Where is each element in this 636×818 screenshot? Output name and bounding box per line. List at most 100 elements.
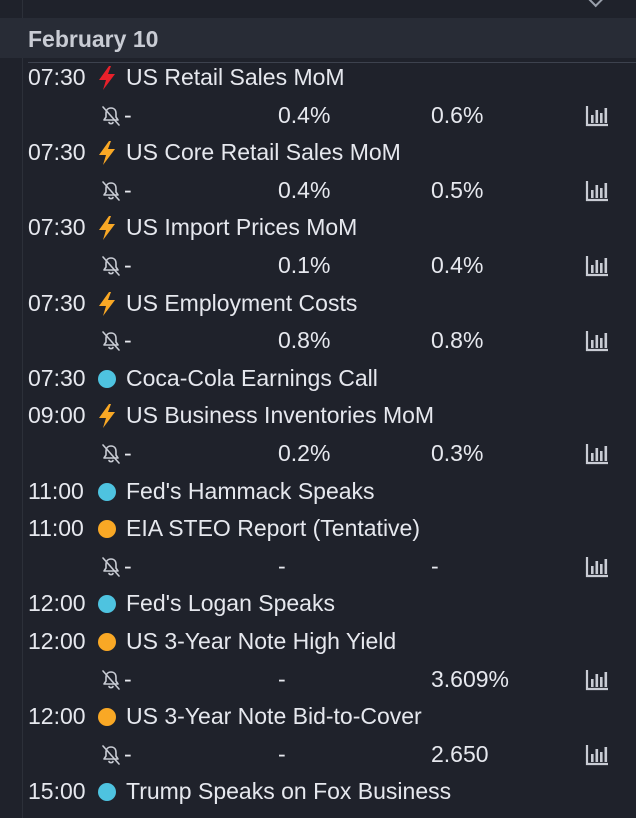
event-title[interactable]: Trump Speaks on Fox Business — [126, 778, 452, 805]
previous-value: - — [431, 552, 439, 579]
event-time: 12:00 — [28, 590, 86, 617]
event-time: 07:30 — [28, 364, 86, 391]
bell-off-icon — [102, 556, 120, 577]
event-data-row: - 0.4% 0.6% — [0, 98, 636, 135]
alert-toggle[interactable] — [100, 105, 122, 127]
chart-button[interactable] — [584, 743, 610, 767]
lightning-bolt-icon — [99, 216, 115, 241]
event-time: 07:30 — [28, 289, 86, 316]
importance-medium-icon — [96, 291, 118, 317]
bell-off-icon — [102, 256, 120, 276]
actual-value: - — [124, 252, 132, 278]
lightning-bolt-icon — [99, 141, 115, 166]
circle-dot-icon — [98, 595, 116, 614]
event-data-row: - 0.8% 0.8% — [0, 323, 636, 360]
bell-off-icon — [102, 744, 120, 765]
event-title[interactable]: Fed's Hammack Speaks — [126, 477, 375, 504]
event-data-row: - - 3.609% — [0, 662, 636, 699]
circle-dot-icon — [98, 708, 116, 727]
event-row[interactable]: 07:30 US Core Retail Sales MoM — [0, 135, 636, 172]
event-row[interactable]: 07:30 US Import Prices MoM — [0, 210, 636, 247]
event-row[interactable]: 15:00 Trump Speaks on Fox Business — [0, 774, 636, 811]
alert-toggle[interactable] — [100, 556, 122, 578]
circle-dot-icon — [98, 783, 116, 802]
bar-chart-icon — [585, 105, 608, 126]
actual-value: - — [124, 176, 132, 203]
forecast-value: 0.4% — [278, 176, 331, 203]
bar-chart-icon — [585, 256, 608, 277]
event-title[interactable]: US Retail Sales MoM — [126, 64, 345, 90]
alert-toggle[interactable] — [100, 180, 122, 202]
alert-toggle[interactable] — [100, 669, 122, 691]
bar-chart-icon — [585, 180, 608, 201]
event-title[interactable]: Fed's Logan Speaks — [126, 590, 335, 617]
event-title[interactable]: US 3-Year Note Bid-to-Cover — [126, 703, 422, 730]
event-time: 15:00 — [28, 778, 86, 805]
event-data-row: - 0.1% 0.4% — [0, 248, 636, 285]
chart-button[interactable] — [584, 254, 610, 278]
event-row[interactable]: 07:30 US Retail Sales MoM — [0, 60, 636, 97]
previous-value: 0.3% — [431, 440, 484, 466]
event-time: 07:30 — [28, 214, 86, 241]
event-row[interactable]: 11:00 EIA STEO Report (Tentative) — [0, 511, 636, 548]
forecast-value: 0.8% — [278, 327, 331, 354]
event-row[interactable]: 12:00 US 3-Year Note Bid-to-Cover — [0, 699, 636, 736]
event-row[interactable]: 12:00 Fed's Logan Speaks — [0, 586, 636, 623]
previous-value: 2.650 — [431, 740, 489, 767]
chart-button[interactable] — [584, 104, 610, 128]
bell-off-icon — [102, 180, 120, 201]
event-title[interactable]: EIA STEO Report (Tentative) — [126, 515, 421, 542]
event-row[interactable]: 09:00 US Business Inventories MoM — [0, 398, 636, 435]
date-title: February 10 — [28, 26, 159, 52]
alert-toggle[interactable] — [100, 443, 122, 465]
lightning-bolt-icon — [99, 66, 115, 90]
previous-value: 0.8% — [431, 327, 484, 354]
actual-value: - — [124, 552, 132, 579]
circle-dot-icon — [98, 482, 116, 501]
bell-off-icon — [102, 669, 120, 690]
bell-off-icon — [102, 444, 120, 464]
circle-dot-icon — [98, 633, 116, 651]
forecast-value: - — [278, 740, 286, 767]
event-data-row: - 0.2% 0.3% — [0, 436, 636, 473]
event-title[interactable]: Coca-Cola Earnings Call — [126, 364, 378, 391]
actual-value: - — [124, 740, 132, 767]
bar-chart-icon — [585, 744, 608, 765]
forecast-value: 0.1% — [278, 252, 331, 278]
event-title[interactable]: US Employment Costs — [126, 289, 358, 316]
event-title[interactable]: US Core Retail Sales MoM — [126, 139, 401, 166]
actual-value: - — [124, 101, 132, 128]
alert-toggle[interactable] — [100, 255, 122, 277]
actual-value: - — [124, 327, 132, 354]
left-border — [22, 0, 23, 818]
lightning-bolt-icon — [99, 404, 115, 429]
circle-dot-icon — [98, 369, 116, 388]
alert-toggle[interactable] — [100, 330, 122, 352]
importance-medium-icon — [96, 140, 118, 166]
event-row[interactable]: 07:30 US Employment Costs — [0, 286, 636, 323]
event-time: 07:30 — [28, 64, 86, 90]
chart-button[interactable] — [584, 668, 610, 692]
chart-button[interactable] — [584, 555, 610, 579]
lightning-bolt-icon — [99, 291, 115, 316]
event-title[interactable]: US Business Inventories MoM — [126, 402, 435, 429]
event-data-row: - 0.4% 0.5% — [0, 173, 636, 210]
previous-value: 0.5% — [431, 176, 484, 203]
event-row[interactable]: 12:00 US 3-Year Note High Yield — [0, 624, 636, 661]
chart-button[interactable] — [584, 179, 610, 203]
event-title[interactable]: US Import Prices MoM — [126, 214, 358, 241]
chart-button[interactable] — [584, 329, 610, 353]
chart-button[interactable] — [584, 442, 610, 466]
event-time: 11:00 — [28, 477, 84, 504]
event-title[interactable]: US 3-Year Note High Yield — [126, 628, 397, 654]
circle-dot-icon — [98, 520, 116, 539]
scroll-chevron-icon[interactable] — [585, 0, 605, 8]
actual-value: - — [124, 440, 132, 466]
event-row[interactable]: 11:00 Fed's Hammack Speaks — [0, 474, 636, 511]
event-row[interactable]: 07:30 Coca-Cola Earnings Call — [0, 361, 636, 398]
event-time: 07:30 — [28, 139, 86, 166]
alert-toggle[interactable] — [100, 744, 122, 766]
actual-value: - — [124, 665, 132, 692]
date-header: February 10 — [0, 18, 636, 58]
forecast-value: 0.4% — [278, 101, 331, 128]
